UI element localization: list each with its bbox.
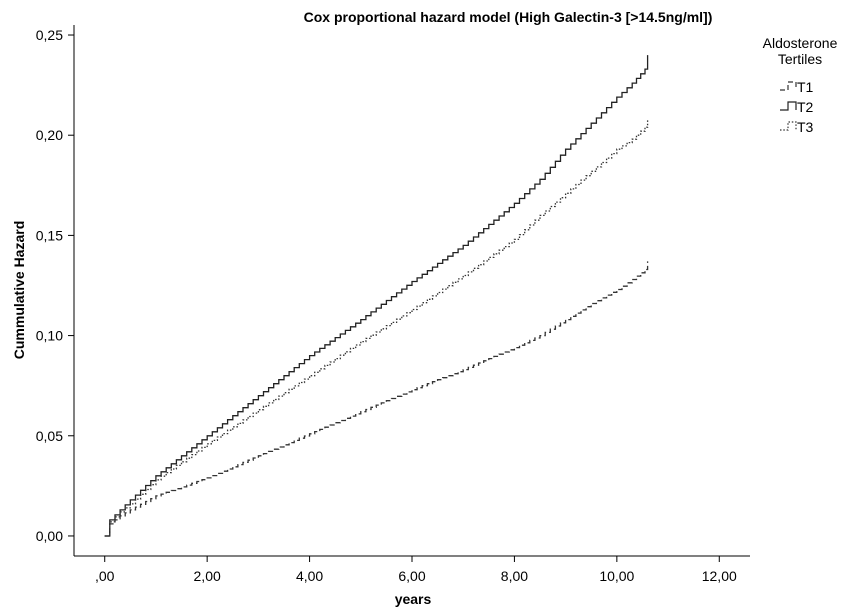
- x-ticks: ,00 2,00 4,00 6,00 8,00 10,00 12,00: [95, 556, 737, 584]
- series-group: [104, 55, 649, 537]
- legend-label-t2: T2: [797, 99, 814, 115]
- series-line-t1: [104, 261, 649, 537]
- x-tick-label: 12,00: [702, 568, 737, 584]
- y-tick-label: 0,05: [36, 428, 63, 444]
- legend-symbol-t2: [780, 101, 797, 111]
- legend-items: T1 T2 T3: [780, 79, 814, 135]
- x-tick-label: 4,00: [296, 568, 323, 584]
- x-tick-label: ,00: [95, 568, 115, 584]
- y-tick-label: 0,15: [36, 227, 63, 243]
- chart-title: Cox proportional hazard model (High Gale…: [304, 9, 713, 25]
- x-axis-label: years: [395, 591, 432, 607]
- series-line-t3: [104, 119, 649, 537]
- legend-title-line-1: Aldosterone: [763, 35, 838, 51]
- y-axis-label: Cummulative Hazard: [11, 221, 27, 359]
- x-tick-label: 8,00: [501, 568, 528, 584]
- series-line-t2: [104, 55, 649, 537]
- y-tick-label: 0,10: [36, 328, 63, 344]
- legend-symbol-t3: [780, 121, 797, 131]
- x-tick-label: 6,00: [398, 568, 425, 584]
- y-tick-label: 0,00: [36, 528, 63, 544]
- legend-symbol-t1: [780, 81, 797, 91]
- plot-area: ,00 2,00 4,00 6,00 8,00 10,00 12,00 0,000,050,…: [36, 25, 750, 584]
- x-tick-label: 10,00: [599, 568, 634, 584]
- y-tick-label: 0,25: [36, 27, 63, 43]
- legend-label-t1: T1: [797, 79, 814, 95]
- legend: Aldosterone Tertiles T1 T2 T3: [763, 35, 838, 135]
- y-tick-label: 0,20: [36, 127, 63, 143]
- x-tick-label: 2,00: [194, 568, 221, 584]
- y-ticks: 0,00 0,05 0,10 0,15 0,20 0,25: [36, 27, 74, 544]
- legend-title-line-2: Tertiles: [778, 51, 822, 67]
- legend-label-t3: T3: [797, 119, 814, 135]
